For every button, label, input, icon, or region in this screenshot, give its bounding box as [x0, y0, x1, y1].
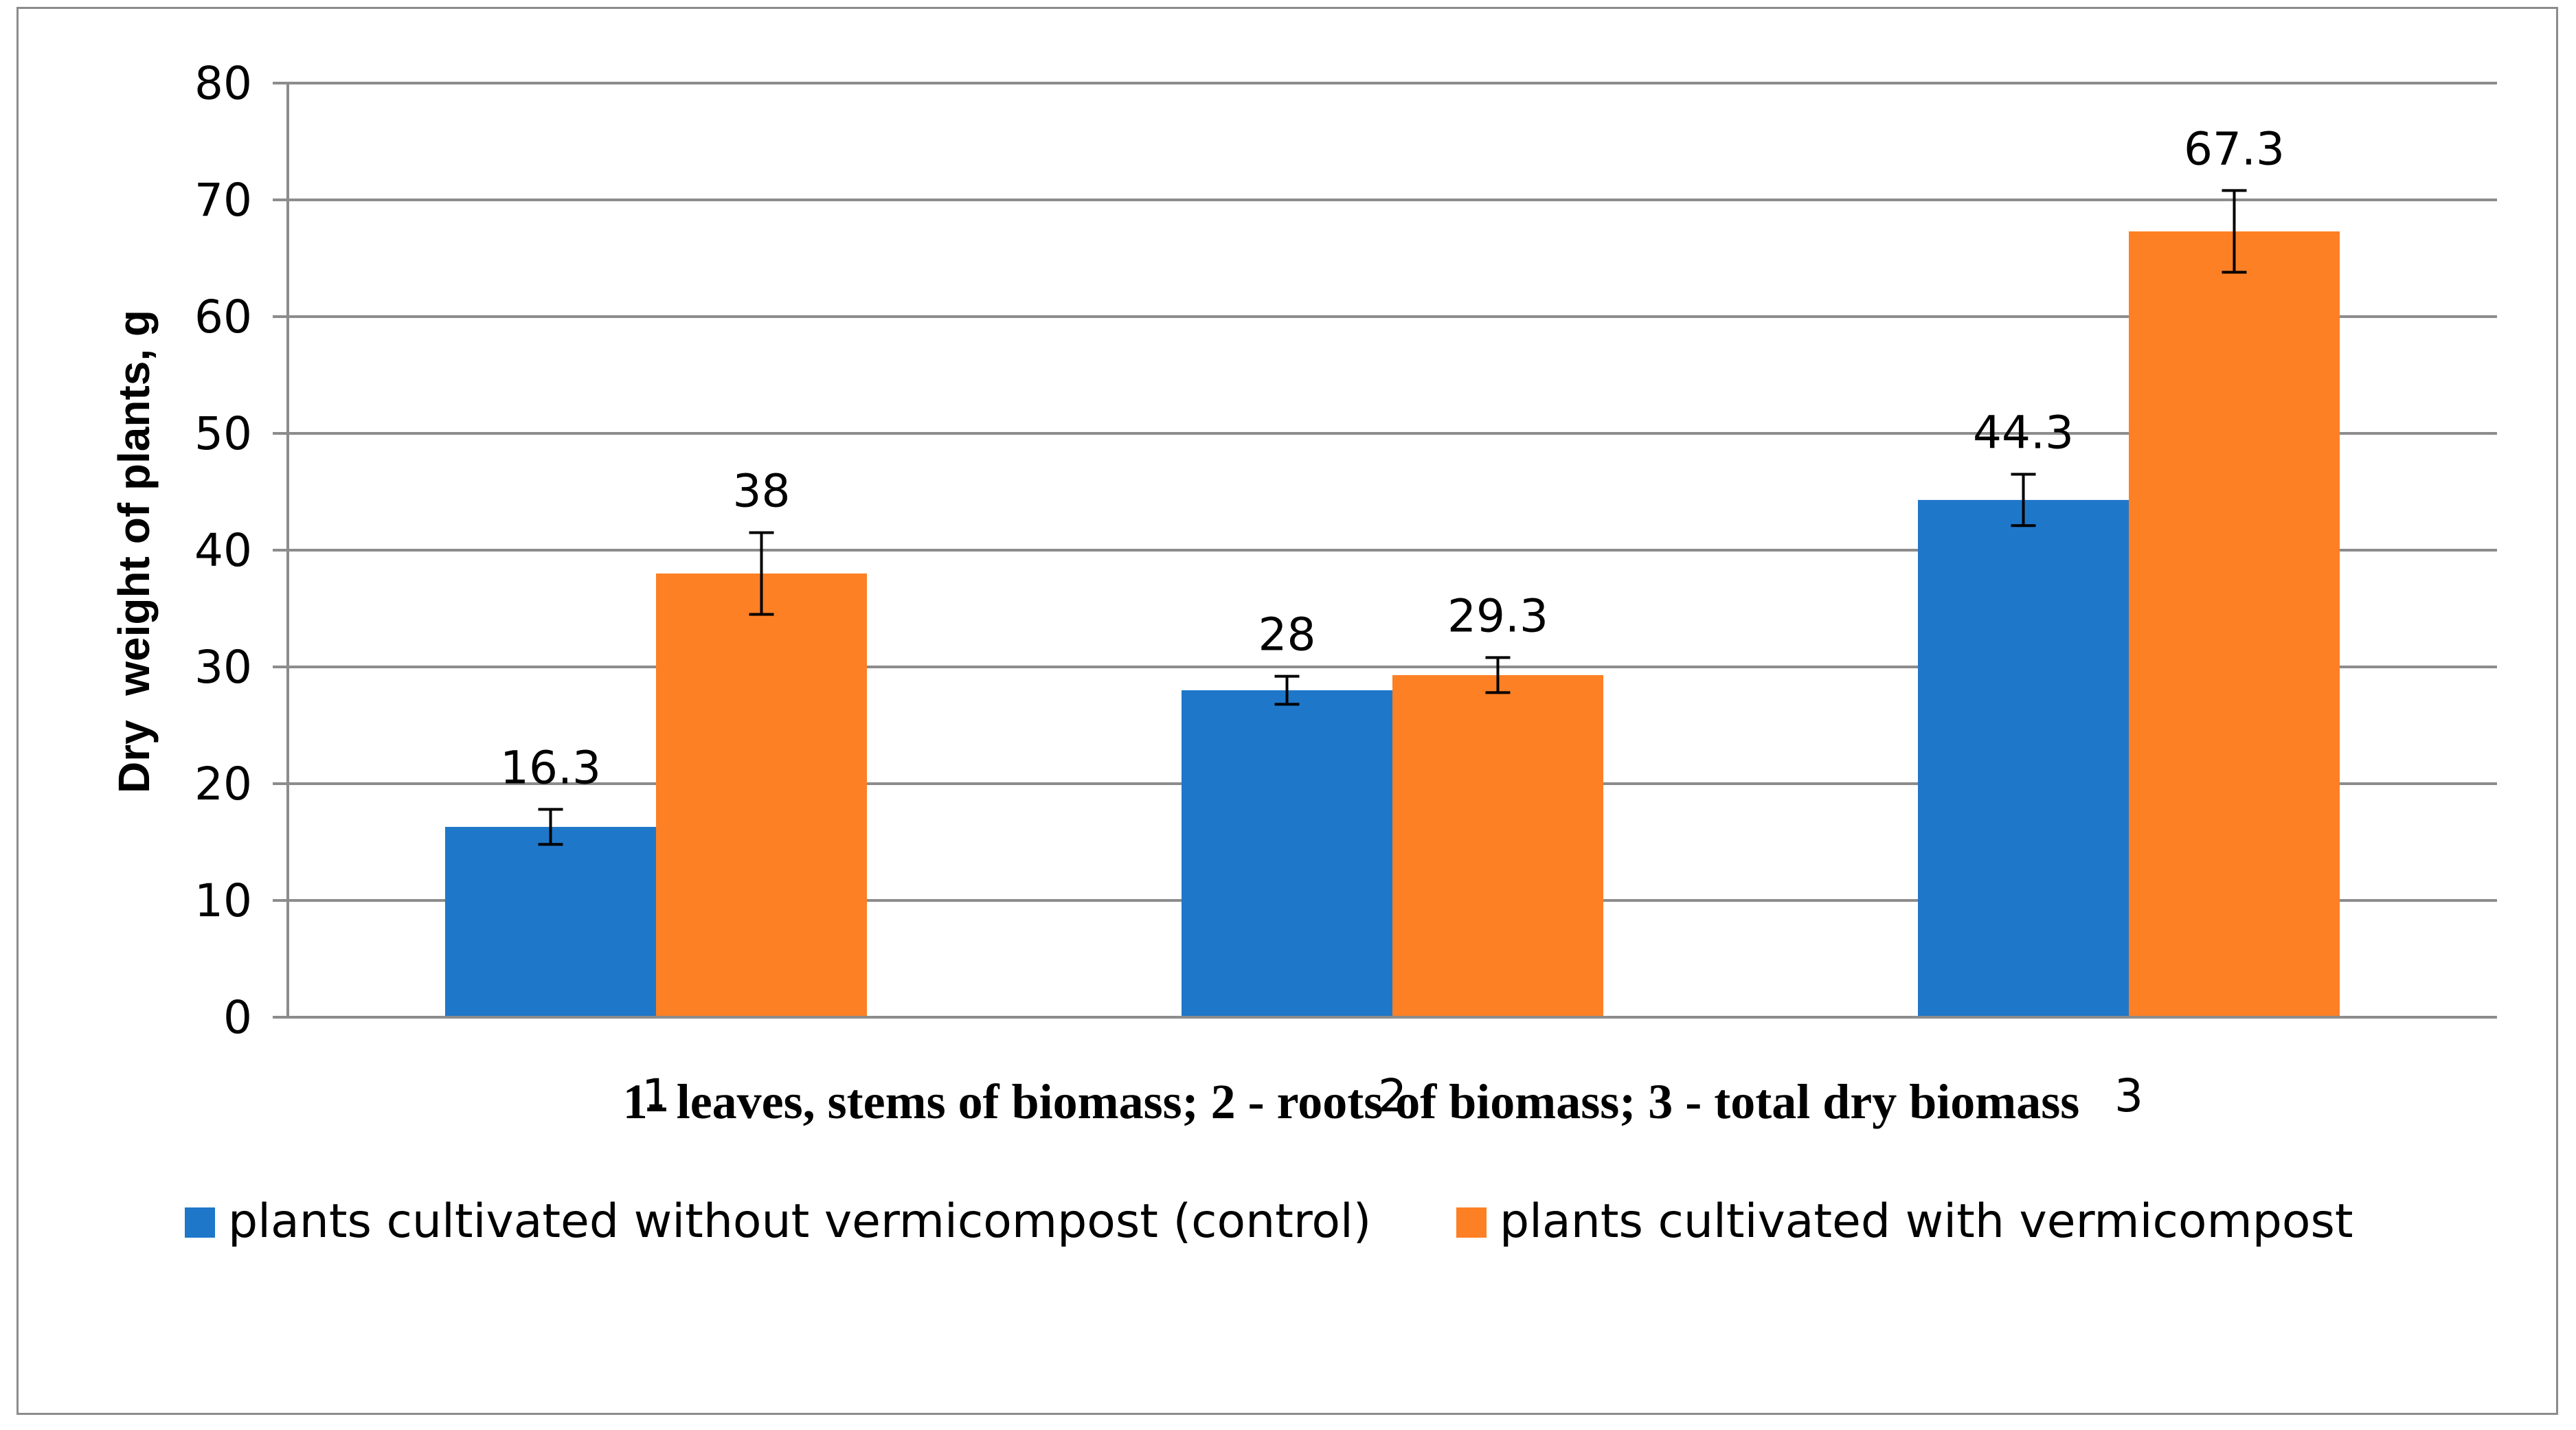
y-tick-label-60: 60: [194, 291, 252, 343]
chart-frame: 0 10 20 30 40 50 60 70 80 16.3 38 1 28 29.3 2 44.3 67.3…: [16, 7, 2558, 1415]
data-label-s0-c0: 16.3: [500, 741, 601, 794]
y-tick-label-0: 0: [223, 991, 252, 1044]
bars-layer: [445, 189, 2340, 1017]
legend: plants cultivated without vermicompost (…: [185, 1194, 2353, 1249]
labels-layer: 16.3 38 1 28 29.3 2 44.3 67.3 3: [500, 122, 2285, 1122]
x-tick-label-1: 1: [642, 1069, 670, 1122]
bar-s1-c2: [2129, 231, 2340, 1017]
data-label-s0-c1: 28: [1258, 609, 1316, 661]
legend-swatch-control: [185, 1207, 215, 1238]
y-tick-label-10: 10: [194, 874, 252, 927]
data-label-s1-c1: 29.3: [1447, 589, 1548, 642]
y-tick-label-50: 50: [194, 407, 252, 460]
legend-label-control: plants cultivated without vermicompost (…: [228, 1194, 1371, 1249]
x-tick-label-3: 3: [2114, 1069, 2143, 1122]
bar-s0-c2: [1918, 499, 2129, 1017]
legend-swatch-vermicompost: [1456, 1207, 1487, 1238]
chart-svg: 0 10 20 30 40 50 60 70 80 16.3 38 1 28 29.3 2 44.3 67.3…: [109, 57, 2497, 1249]
y-tick-label-40: 40: [194, 524, 252, 577]
y-tick-label-20: 20: [194, 758, 252, 810]
x-tick-label-2: 2: [1378, 1069, 1407, 1122]
data-label-s1-c0: 38: [733, 465, 791, 518]
y-tick-label-80: 80: [194, 57, 252, 110]
data-label-s0-c2: 44.3: [1973, 407, 2074, 459]
bar-s1-c0: [656, 574, 867, 1017]
y-axis-label: Dry weight of plants, g: [109, 310, 159, 793]
y-tick-label-30: 30: [194, 641, 252, 694]
bar-s0-c1: [1182, 690, 1392, 1017]
x-axis-label: 1- leaves, stems of biomass; 2 - roots o…: [623, 1074, 2080, 1129]
bar-s0-c0: [445, 826, 656, 1017]
bar-s1-c1: [1392, 674, 1603, 1017]
legend-label-vermicompost: plants cultivated with vermicompost: [1500, 1194, 2353, 1249]
data-label-s1-c2: 67.3: [2184, 122, 2285, 175]
y-tick-label-70: 70: [194, 174, 252, 227]
axis-layer: 0 10 20 30 40 50 60 70 80: [194, 57, 2497, 1044]
